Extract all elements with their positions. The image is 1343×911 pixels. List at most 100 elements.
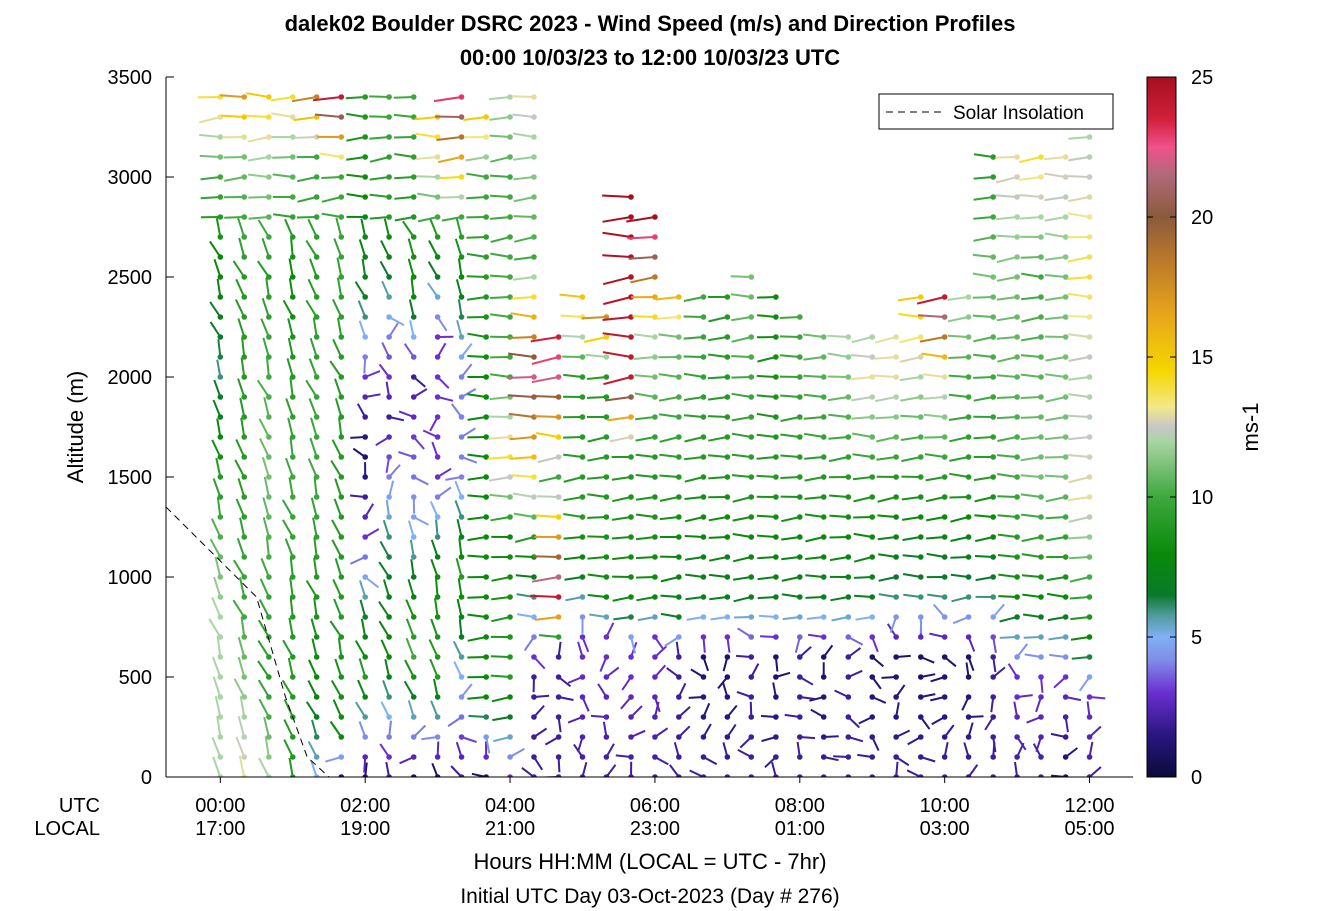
wind-barb-shaft [758, 614, 776, 618]
wind-barb-shaft [851, 336, 873, 344]
wind-barb-point [555, 574, 562, 580]
wind-barb-point [531, 194, 537, 200]
wind-barb-shaft [851, 396, 873, 402]
wind-barb-point [266, 574, 272, 580]
wind-barb-shaft [435, 578, 439, 598]
wind-barb-point [748, 374, 755, 380]
wind-barb-point [458, 494, 465, 500]
wind-barb-point [1014, 374, 1020, 380]
wind-barb-point [869, 354, 876, 360]
wind-barb-shaft [1022, 593, 1042, 598]
wind-barb-shaft [1044, 436, 1066, 441]
wind-barb-shaft [311, 719, 318, 738]
wind-barb-point [386, 594, 392, 600]
wind-barb-point [362, 634, 368, 640]
wind-barb-shaft [369, 193, 390, 198]
wind-barb-point [869, 734, 876, 740]
wind-barb-point [266, 394, 272, 400]
wind-barb-point [386, 694, 392, 700]
wind-barb-point [579, 514, 586, 520]
wind-barb-shaft [415, 156, 438, 160]
wind-barb-shaft [282, 639, 294, 658]
wind-barb-point [652, 594, 658, 600]
wind-barb-shaft [358, 239, 367, 258]
wind-barb-point [628, 554, 634, 560]
wind-barb-point [676, 494, 682, 500]
wind-barb-point [386, 374, 392, 380]
wind-barb-point [1086, 534, 1093, 540]
wind-barb-shaft [683, 315, 704, 318]
wind-barb-point [266, 114, 272, 120]
wind-barb-shaft [632, 315, 655, 318]
wind-barb-shaft [732, 576, 752, 581]
wind-barb-point [217, 254, 224, 260]
wind-barb-point [386, 674, 392, 680]
wind-barb-shaft [1020, 336, 1042, 342]
wind-barb-shaft [379, 540, 390, 558]
wind-barb-shaft [1020, 456, 1042, 462]
wind-barb-point [555, 694, 562, 700]
wind-barb-shaft [607, 416, 632, 422]
wind-barb-point [748, 674, 755, 680]
wind-barb-point [410, 674, 417, 680]
wind-barb-point [917, 494, 924, 500]
wind-barb-point [1014, 514, 1020, 520]
wind-barb-point [217, 634, 224, 640]
wind-barb-shaft [563, 476, 583, 483]
wind-barb-shaft [287, 417, 294, 438]
wind-barb-point [773, 454, 779, 460]
wind-barb-shaft [804, 496, 824, 500]
wind-barb-shaft [261, 297, 270, 318]
wind-barb-point [676, 314, 682, 320]
wind-barb-shaft [531, 376, 559, 384]
wind-barb-point [458, 754, 465, 760]
wind-barb-shaft [926, 516, 945, 522]
wind-barb-point [869, 374, 876, 380]
wind-barb-shaft [925, 476, 945, 482]
wind-barb-shaft [463, 116, 487, 121]
wind-barb-point [507, 514, 513, 520]
wind-barb-shaft [1078, 676, 1091, 692]
wind-barb-point [410, 414, 417, 420]
wind-barb-point [845, 734, 852, 740]
wind-barb-point [217, 654, 224, 660]
wind-barb-point [603, 754, 610, 760]
wind-barb-point [555, 454, 562, 460]
wind-barb-point [483, 594, 489, 600]
wind-barb-point [652, 274, 658, 280]
wind-barb-shaft [359, 580, 367, 598]
wind-barb-point [458, 194, 465, 200]
wind-barb-shaft [630, 276, 656, 284]
wind-barb-shaft [336, 257, 343, 278]
wind-barb-point [1038, 514, 1044, 520]
wind-barb-shaft [428, 639, 439, 658]
wind-barb-point [410, 754, 417, 760]
wind-barb-shaft [403, 680, 415, 698]
wind-barb-shaft [436, 136, 462, 141]
wind-barb-point [458, 174, 465, 180]
wind-barb-point [941, 294, 948, 300]
wind-barb-shaft [490, 516, 511, 522]
wind-barb-point [266, 94, 272, 100]
wind-barb-point [217, 194, 224, 200]
wind-barb-point [652, 214, 658, 220]
wind-barb-shaft [369, 176, 390, 181]
wind-barb-point [483, 574, 489, 580]
wind-barb-point [338, 374, 345, 380]
wind-barb-shaft [973, 436, 994, 440]
wind-barb-shaft [369, 115, 390, 118]
wind-barb-point [1062, 474, 1069, 480]
wind-barb-shaft [409, 320, 415, 338]
wind-barb-point [845, 354, 852, 360]
wind-barb-shaft [708, 454, 728, 458]
wind-barb-shaft [1020, 474, 1042, 478]
wind-barb-shaft [972, 272, 994, 278]
wind-barb-shaft [1068, 196, 1090, 203]
wind-barb-shaft [455, 557, 463, 578]
wind-barb-point [579, 434, 586, 440]
wind-barb-point [893, 474, 899, 480]
wind-barb-shaft [467, 536, 487, 542]
wind-barb-shaft [1044, 456, 1066, 459]
wind-barb-point [531, 234, 537, 240]
wind-barb-shaft [708, 516, 728, 522]
